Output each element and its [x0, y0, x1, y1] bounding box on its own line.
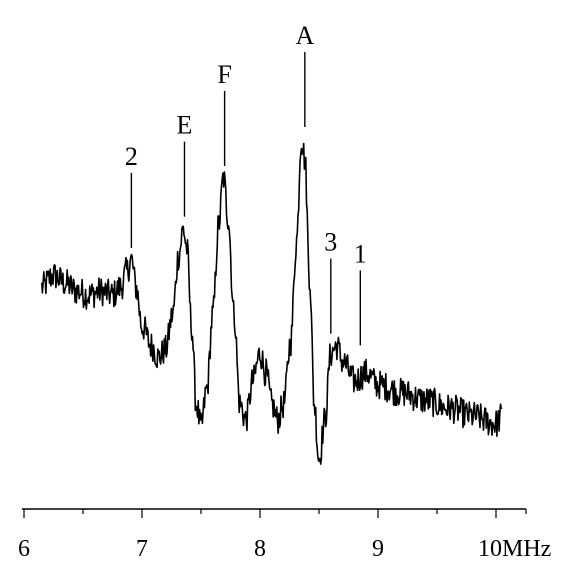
x-axis: 6 7 8 9 10MHz — [18, 508, 551, 562]
peak-annotations: 2 EF A 3 1 — [125, 21, 367, 346]
peak-label: A — [295, 21, 314, 50]
peak-label: E — [177, 111, 193, 140]
x-tick-label: 9 — [372, 536, 384, 562]
peak-label: 2 — [125, 142, 138, 171]
x-tick-label: 6 — [18, 536, 30, 562]
series-layer — [40, 142, 503, 465]
x-tick-label: 10MHz — [478, 536, 551, 562]
peak-label: 3 — [324, 228, 337, 257]
peak-label: 1 — [354, 239, 367, 268]
spectrum-line — [40, 142, 503, 465]
x-tick-label: 8 — [254, 536, 266, 562]
peak-label: F — [217, 60, 231, 89]
x-tick-label: 7 — [136, 536, 148, 562]
